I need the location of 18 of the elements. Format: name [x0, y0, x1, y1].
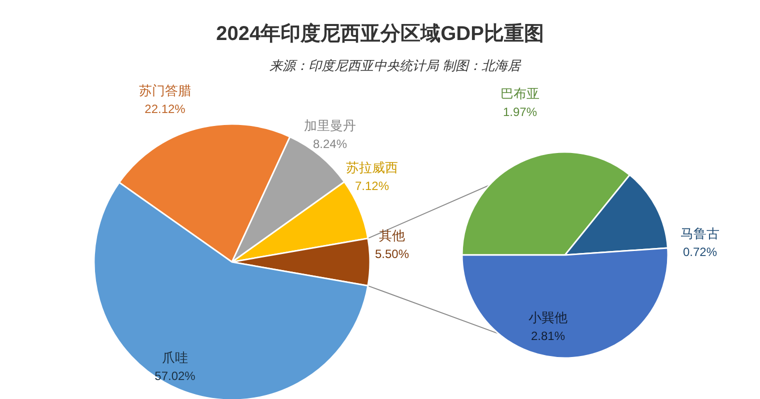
chart-title: 2024年印度尼西亚分区域GDP比重图: [216, 22, 544, 45]
slice-label: 苏门答腊: [139, 83, 191, 98]
data-label: 1.97%: [502, 105, 538, 119]
slice-label: 小巽他: [528, 310, 568, 325]
data-label: 8.24%: [312, 137, 348, 151]
chart-subtitle: 来源：印度尼西亚中央统计局 制图：北海居: [270, 58, 522, 73]
slice-label: 爪哇: [162, 350, 188, 365]
data-label: 57.02%: [154, 369, 196, 383]
slice-label: 马鲁古: [680, 226, 720, 241]
data-label: 0.72%: [682, 245, 718, 259]
data-label: 5.50%: [374, 247, 410, 261]
data-label: 22.12%: [144, 102, 186, 116]
slice-label: 巴布亚: [500, 86, 540, 101]
slice-label: 加里曼丹: [304, 118, 356, 133]
data-label: 2.81%: [530, 329, 566, 343]
slice-label: 其他: [379, 228, 405, 243]
slice-label: 苏拉威西: [346, 160, 398, 175]
data-label: 7.12%: [354, 179, 390, 193]
